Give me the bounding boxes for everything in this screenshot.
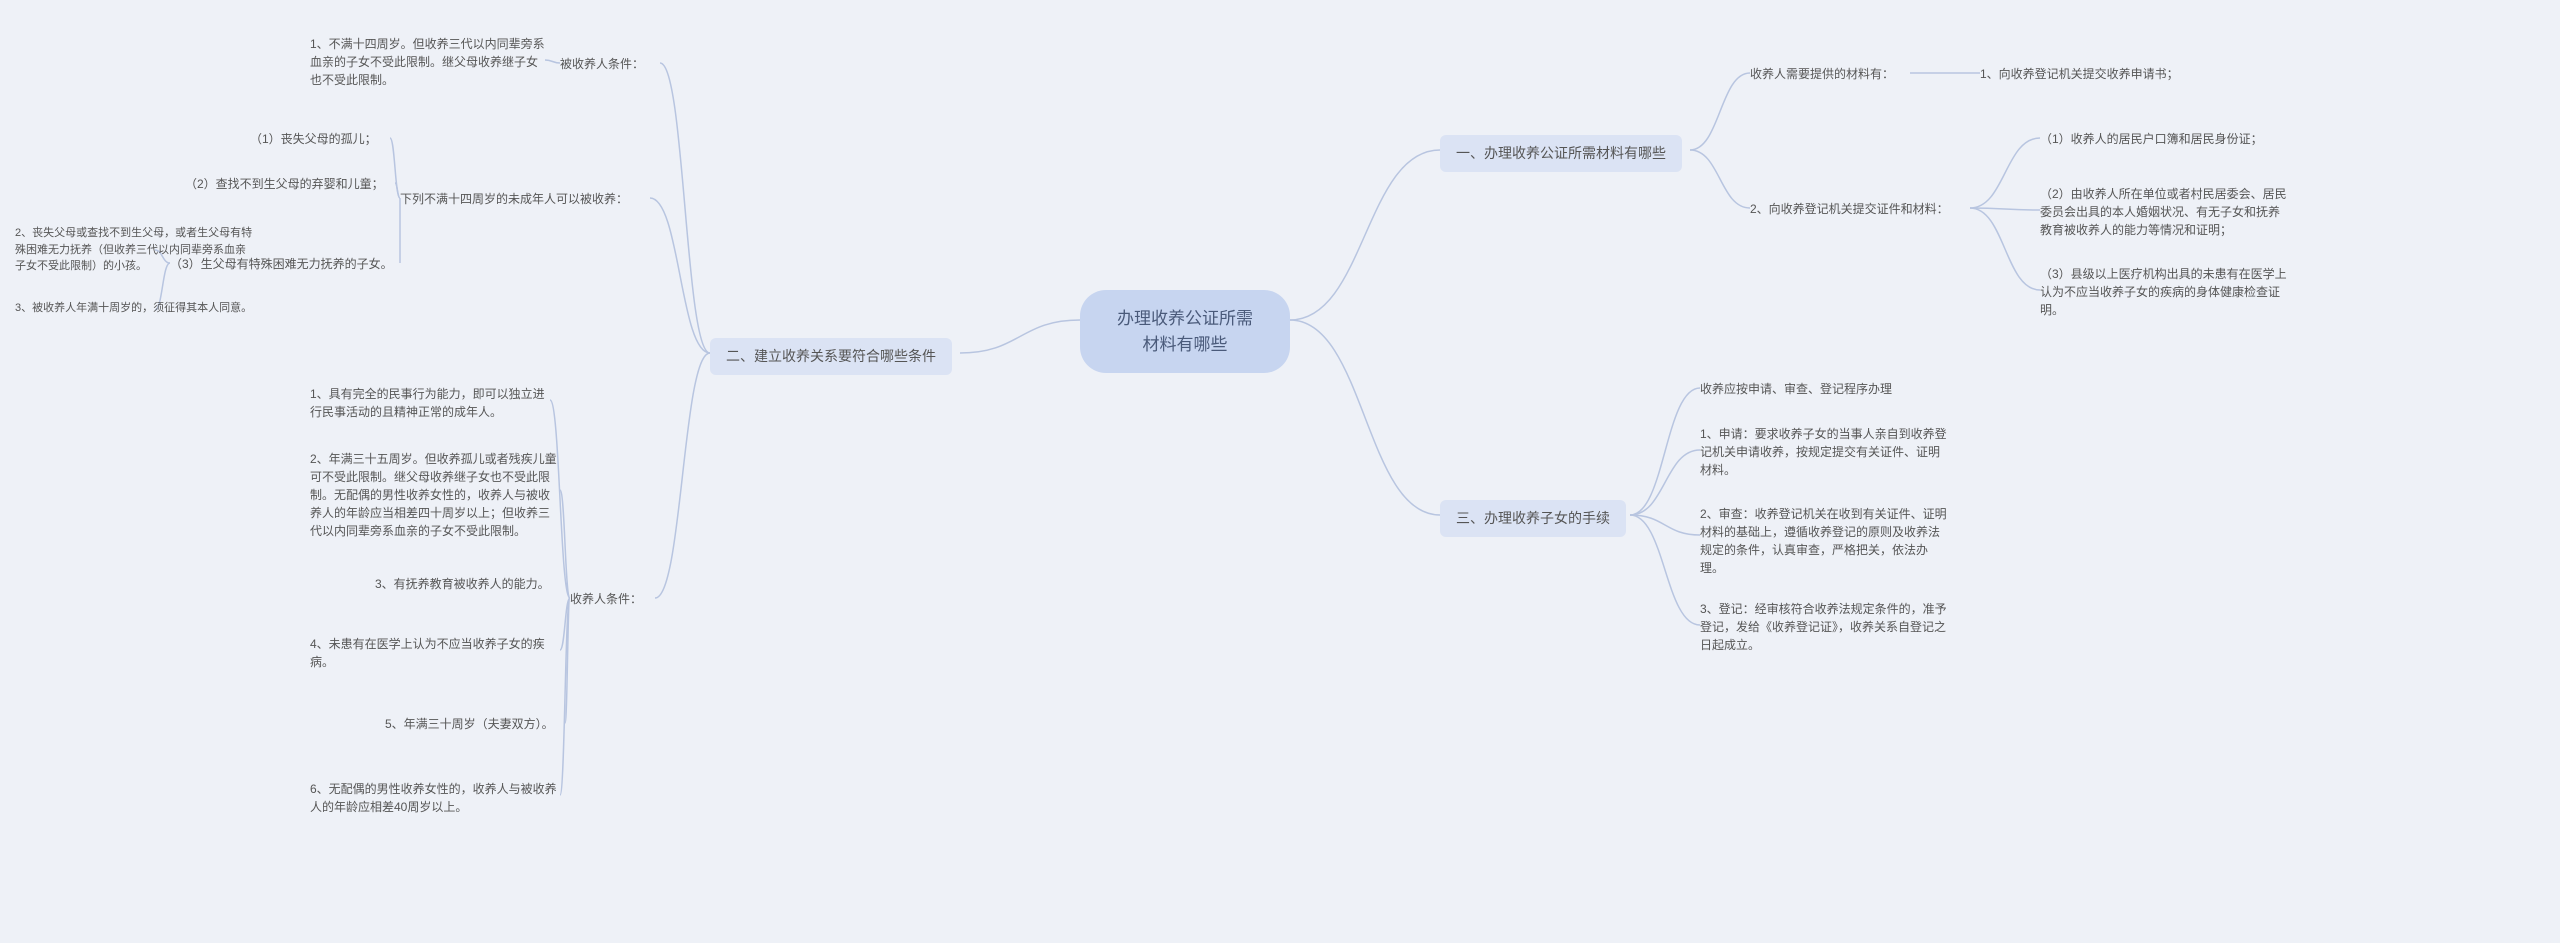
leaf-l2c-6: 6、无配偶的男性收养女性的，收养人与被收养人的年龄应相差40周岁以上。 bbox=[310, 780, 560, 816]
leaf-r3-3: 3、登记：经审核符合收养法规定条件的，准予登记，发给《收养登记证》，收养关系自登… bbox=[1700, 600, 1950, 654]
leaf-l2c-2: 2、年满三十五周岁。但收养孤儿或者残疾儿童可不受此限制。继父母收养继子女也不受此… bbox=[310, 450, 560, 540]
leaf-r3-0: 收养应按申请、审查、登记程序办理 bbox=[1700, 380, 1930, 398]
leaf-r1b-1: （1）收养人的居民户口簿和居民身份证； bbox=[2040, 130, 2280, 148]
leaf-l2b-3-side2: 3、被收养人年满十周岁的，须征得其本人同意。 bbox=[15, 300, 255, 317]
leaf-r1b: 2、向收养登记机关提交证件和材料： bbox=[1750, 200, 1970, 218]
branch-materials: 一、办理收养公证所需材料有哪些 bbox=[1440, 135, 1682, 172]
leaf-l2c-1: 1、具有完全的民事行为能力，即可以独立进行民事活动的且精神正常的成年人。 bbox=[310, 385, 550, 421]
leaf-l2b-2: （2）查找不到生父母的弃婴和儿童； bbox=[185, 175, 395, 193]
root-node: 办理收养公证所需材料有哪些 bbox=[1080, 290, 1290, 373]
leaf-l2a-desc: 1、不满十四周岁。但收养三代以内同辈旁系血亲的子女不受此限制。继父母收养继子女也… bbox=[310, 35, 545, 89]
leaf-l2b-3-side1: 2、丧失父母或查找不到生父母，或者生父母有特殊困难无力抚养（但收养三代以内同辈旁… bbox=[15, 225, 255, 275]
leaf-l2c-5: 5、年满三十周岁（夫妻双方）。 bbox=[385, 715, 565, 733]
branch-procedure: 三、办理收养子女的手续 bbox=[1440, 500, 1626, 537]
leaf-l2a: 被收养人条件： bbox=[560, 55, 660, 73]
leaf-r1a-1: 1、向收养登记机关提交收养申请书； bbox=[1980, 65, 2210, 83]
leaf-r1b-2: （2）由收养人所在单位或者村民居委会、居民委员会出具的本人婚姻状况、有无子女和抚… bbox=[2040, 185, 2290, 239]
leaf-l2c: 收养人条件： bbox=[570, 590, 655, 608]
leaf-r1a: 收养人需要提供的材料有： bbox=[1750, 65, 1910, 83]
leaf-r3-2: 2、审查：收养登记机关在收到有关证件、证明材料的基础上，遵循收养登记的原则及收养… bbox=[1700, 505, 1950, 577]
leaf-r1b-3: （3）县级以上医疗机构出具的未患有在医学上认为不应当收养子女的疾病的身体健康检查… bbox=[2040, 265, 2290, 319]
leaf-l2b: 下列不满十四周岁的未成年人可以被收养： bbox=[400, 190, 650, 208]
leaf-r3-1: 1、申请：要求收养子女的当事人亲自到收养登记机关申请收养，按规定提交有关证件、证… bbox=[1700, 425, 1950, 479]
leaf-l2b-1: （1）丧失父母的孤儿； bbox=[250, 130, 390, 148]
leaf-l2c-4: 4、未患有在医学上认为不应当收养子女的疾病。 bbox=[310, 635, 560, 671]
branch-conditions: 二、建立收养关系要符合哪些条件 bbox=[710, 338, 952, 375]
leaf-l2c-3: 3、有抚养教育被收养人的能力。 bbox=[375, 575, 565, 593]
